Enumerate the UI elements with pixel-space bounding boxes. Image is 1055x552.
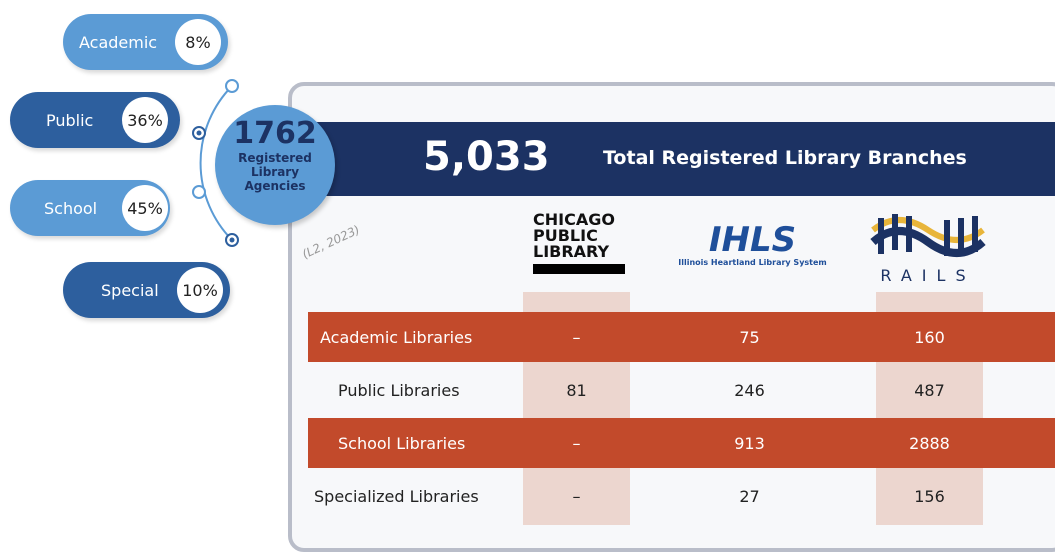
rails-icon bbox=[870, 214, 986, 257]
branches-total: 5,033 bbox=[423, 134, 550, 180]
ihls-logo: IHLS Illinois Heartland Library System bbox=[670, 222, 835, 267]
table-cell: 2888 bbox=[909, 433, 950, 453]
type-name: School bbox=[44, 198, 98, 218]
table-row: School Libraries – 913 2888 bbox=[308, 418, 1055, 468]
logo-name: RAILS bbox=[880, 266, 976, 285]
type-name: Special bbox=[101, 280, 159, 300]
branches-label: Total Registered Library Branches bbox=[603, 147, 967, 169]
type-share: 45% bbox=[122, 185, 168, 231]
logo-line: LIBRARY bbox=[533, 242, 610, 261]
type-pill: School 45% bbox=[10, 180, 170, 236]
type-pill: Academic 8% bbox=[63, 14, 228, 70]
table-cell: 156 bbox=[914, 486, 945, 506]
table-row: Public Libraries 81 246 487 bbox=[308, 365, 1055, 415]
type-name: Public bbox=[46, 110, 94, 130]
label-line: Agencies bbox=[244, 179, 306, 193]
logo-bar bbox=[533, 264, 625, 274]
logo-line: CHICAGO bbox=[533, 210, 615, 229]
table-row: Specialized Libraries – 27 156 bbox=[308, 471, 1055, 521]
table-cell: Academic Libraries bbox=[320, 327, 473, 347]
table-cell: 246 bbox=[734, 380, 765, 400]
table-cell: 81 bbox=[566, 380, 587, 400]
logo-line: PUBLIC bbox=[533, 226, 598, 245]
type-share: 36% bbox=[122, 97, 168, 143]
table-row: Academic Libraries – 75 160 bbox=[308, 312, 1055, 362]
logo-name: Illinois Heartland Library System bbox=[678, 258, 827, 267]
label-line: Library bbox=[250, 165, 300, 179]
logo-mark: IHLS bbox=[708, 220, 797, 260]
agencies-circle: 1762 Registered Library Agencies bbox=[215, 105, 335, 225]
chicago-logo: CHICAGO PUBLIC LIBRARY bbox=[533, 212, 625, 274]
type-pill: Special 10% bbox=[63, 262, 230, 318]
table-cell: 27 bbox=[739, 486, 760, 506]
table-cell: Public Libraries bbox=[338, 380, 460, 400]
table-cell: 487 bbox=[914, 380, 945, 400]
connector bbox=[192, 79, 239, 247]
banner: 5,033 Total Registered Library Branches bbox=[288, 122, 1055, 196]
agencies-label: Registered Library Agencies bbox=[215, 151, 335, 193]
type-share: 10% bbox=[177, 267, 223, 313]
type-name: Academic bbox=[79, 32, 158, 52]
table-cell: School Libraries bbox=[338, 433, 466, 453]
table-cell: Specialized Libraries bbox=[314, 486, 479, 506]
type-pill: Public 36% bbox=[10, 92, 180, 148]
table-cell: 75 bbox=[739, 327, 760, 347]
table-cell: – bbox=[572, 433, 581, 453]
agencies-total: 1762 bbox=[233, 116, 317, 151]
table-cell: – bbox=[572, 486, 581, 506]
table-cell: 160 bbox=[914, 327, 945, 347]
table-cell: – bbox=[572, 327, 581, 347]
table-cell: 913 bbox=[734, 433, 765, 453]
rails-logo: RAILS bbox=[868, 210, 988, 285]
label-line: Registered bbox=[238, 151, 312, 165]
type-share: 8% bbox=[175, 19, 221, 65]
